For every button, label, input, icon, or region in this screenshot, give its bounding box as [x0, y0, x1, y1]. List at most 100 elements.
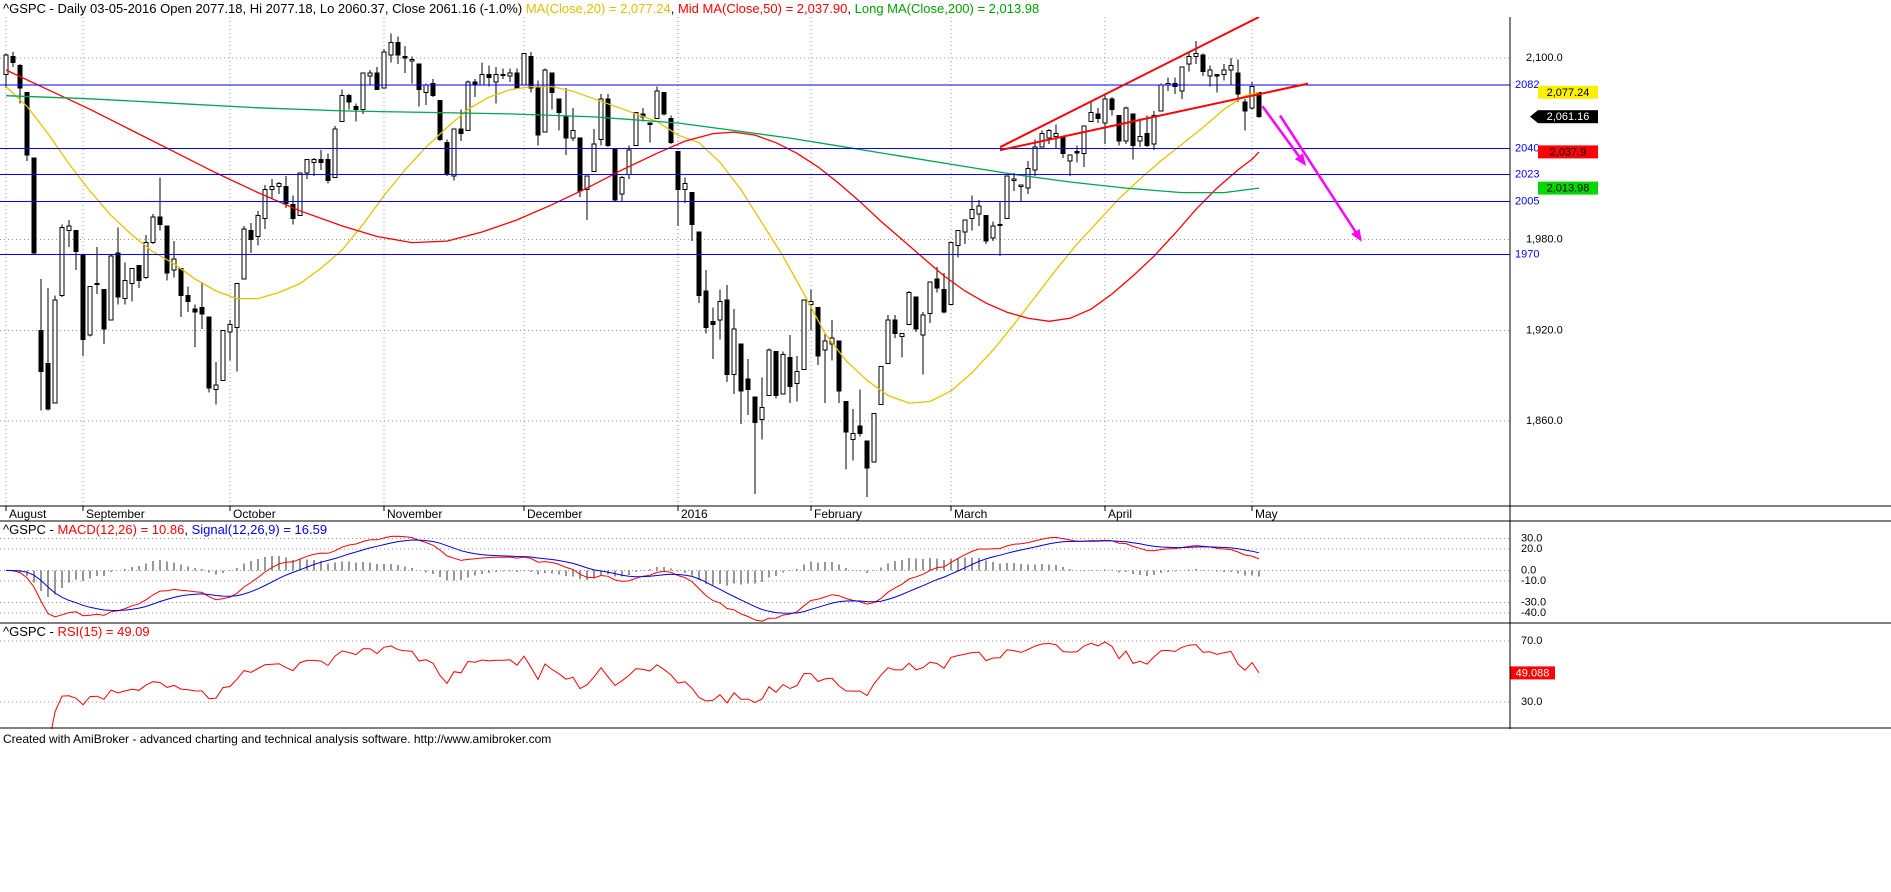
candle: [689, 192, 695, 242]
month-label: October: [233, 507, 276, 521]
candle: [955, 230, 961, 258]
candle: [1074, 145, 1080, 163]
candle: [269, 179, 275, 199]
month-label: February: [814, 507, 862, 521]
support-resistance-levels: 2082 2040 2023 2005 1970: [0, 79, 1539, 261]
candle: [710, 307, 716, 360]
svg-text:-40.0: -40.0: [1521, 607, 1546, 619]
candle: [738, 343, 744, 425]
candle: [766, 348, 772, 397]
candle: [1088, 100, 1094, 123]
candle: [801, 299, 807, 371]
candle: [584, 175, 590, 220]
macd-line: [5, 535, 1260, 622]
svg-text:1,920.0: 1,920.0: [1526, 324, 1563, 336]
month-label: May: [1255, 507, 1278, 521]
candle: [983, 214, 989, 245]
month-label: March: [954, 507, 987, 521]
rsi-value-badge: 49.088: [1510, 666, 1555, 680]
candle: [1256, 91, 1262, 118]
candle: [339, 89, 345, 122]
candle: [682, 177, 688, 204]
candle: [1158, 83, 1164, 112]
candle: [472, 79, 478, 98]
candle: [1144, 115, 1150, 148]
trendline: [999, 82, 1309, 152]
candle: [773, 351, 779, 399]
candle: [780, 351, 786, 395]
macd-panel[interactable]: 30.020.0 0.0-10.0 -30.0-40.0: [0, 533, 1546, 622]
candle: [633, 111, 639, 147]
main-y-axis-labels: 2,100.0 1,980.0 1,920.0 1,860.0: [1526, 52, 1563, 427]
candle: [591, 129, 597, 172]
rsi-panel-title: ^GSPC - RSI(15) = 49.09: [3, 624, 150, 639]
candle: [115, 227, 121, 305]
candle: [1060, 136, 1066, 158]
macd-histogram: [12, 556, 1260, 597]
svg-text:30.0: 30.0: [1521, 696, 1542, 708]
ma-200-line: [5, 95, 1260, 194]
level-label: 2040: [1515, 143, 1539, 155]
candle: [920, 312, 926, 375]
svg-text:2,100.0: 2,100.0: [1526, 52, 1563, 64]
candle: [507, 68, 513, 83]
candle: [276, 182, 282, 195]
candle: [262, 185, 268, 229]
candle: [948, 242, 954, 306]
candle: [304, 158, 310, 179]
chart-canvas[interactable]: 2082 2040 2023 2005 1970 2,100.0 1,980.0 1,920.…: [0, 0, 1891, 729]
candle: [857, 389, 863, 437]
candle: [885, 315, 891, 365]
candle: [794, 356, 800, 402]
candle: [997, 201, 1003, 257]
svg-text:1,860.0: 1,860.0: [1526, 415, 1563, 427]
rsi-grid: [0, 640, 1510, 703]
candle: [108, 254, 114, 321]
month-label: 2016: [681, 507, 708, 521]
candle: [297, 172, 303, 216]
candle: [1214, 74, 1220, 93]
candle: [234, 283, 240, 372]
macd-signal-line: [5, 539, 1260, 614]
price-chart-title: ^GSPC - Daily 03-05-2016 Open 2077.18, H…: [3, 1, 1039, 17]
macd-panel-title: ^GSPC - MACD(12,26) = 10.86, Signal(12,2…: [3, 522, 327, 537]
candle: [864, 440, 870, 497]
candle: [325, 153, 331, 184]
candle: [52, 295, 58, 404]
trendline: [999, 17, 1260, 149]
candle: [220, 329, 226, 381]
candle: [479, 62, 485, 86]
candle: [899, 332, 905, 358]
candle: [3, 53, 9, 89]
candle: [661, 92, 667, 116]
candle: [675, 151, 681, 226]
candle: [563, 88, 569, 155]
candle: [1235, 59, 1241, 102]
candle: [87, 286, 93, 337]
candle: [1046, 129, 1052, 145]
svg-text:-10.0: -10.0: [1521, 575, 1546, 587]
candle: [1123, 106, 1129, 145]
candle: [941, 272, 947, 314]
candle: [1018, 184, 1024, 202]
candle: [17, 63, 23, 104]
candle: [878, 366, 884, 406]
month-label: November: [387, 507, 442, 521]
candle: [577, 137, 583, 198]
candle: [409, 56, 415, 84]
candle: [906, 291, 912, 325]
down-arrow: [1261, 105, 1306, 166]
candle: [1109, 97, 1115, 116]
candle: [640, 107, 646, 122]
candle: [1207, 65, 1213, 87]
main-price-panel[interactable]: 2082 2040 2023 2005 1970 2,100.0 1,980.0 1,920.…: [0, 17, 1598, 506]
candle: [1004, 175, 1010, 219]
candle: [381, 48, 387, 89]
candle: [1032, 139, 1038, 176]
candle: [66, 219, 72, 248]
candle: [969, 195, 975, 231]
candle: [556, 98, 562, 131]
rsi-panel[interactable]: 70.0 30.0 49.088: [0, 635, 1555, 729]
candle: [353, 103, 359, 122]
